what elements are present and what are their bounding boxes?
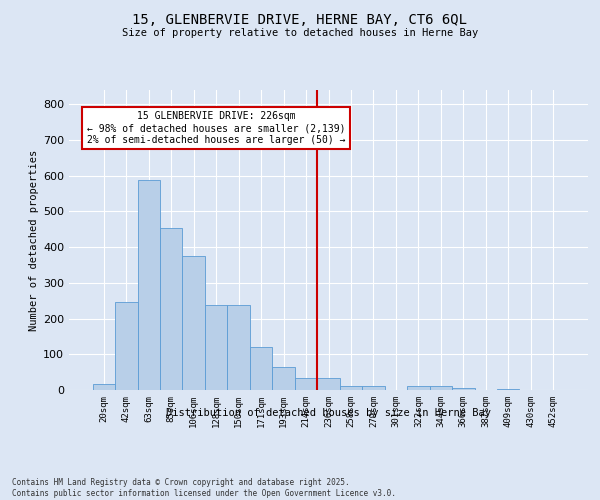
Bar [205, 306, 227, 390]
Bar [317, 378, 340, 390]
Bar [160, 228, 182, 390]
Bar [272, 367, 295, 390]
Bar [340, 386, 362, 390]
Text: 15 GLENBERVIE DRIVE: 226sqm
← 98% of detached houses are smaller (2,139)
2% of s: 15 GLENBERVIE DRIVE: 226sqm ← 98% of det… [87, 112, 346, 144]
Bar [182, 256, 205, 390]
Bar [137, 180, 160, 390]
Bar [250, 347, 272, 390]
Bar [227, 306, 250, 390]
Text: Distribution of detached houses by size in Herne Bay: Distribution of detached houses by size … [166, 408, 491, 418]
Text: 15, GLENBERVIE DRIVE, HERNE BAY, CT6 6QL: 15, GLENBERVIE DRIVE, HERNE BAY, CT6 6QL [133, 12, 467, 26]
Bar [115, 302, 137, 390]
Bar [407, 386, 430, 390]
Bar [362, 386, 385, 390]
Bar [92, 384, 115, 390]
Bar [295, 378, 317, 390]
Text: Size of property relative to detached houses in Herne Bay: Size of property relative to detached ho… [122, 28, 478, 38]
Bar [452, 388, 475, 390]
Bar [430, 386, 452, 390]
Y-axis label: Number of detached properties: Number of detached properties [29, 150, 39, 330]
Text: Contains HM Land Registry data © Crown copyright and database right 2025.
Contai: Contains HM Land Registry data © Crown c… [12, 478, 396, 498]
